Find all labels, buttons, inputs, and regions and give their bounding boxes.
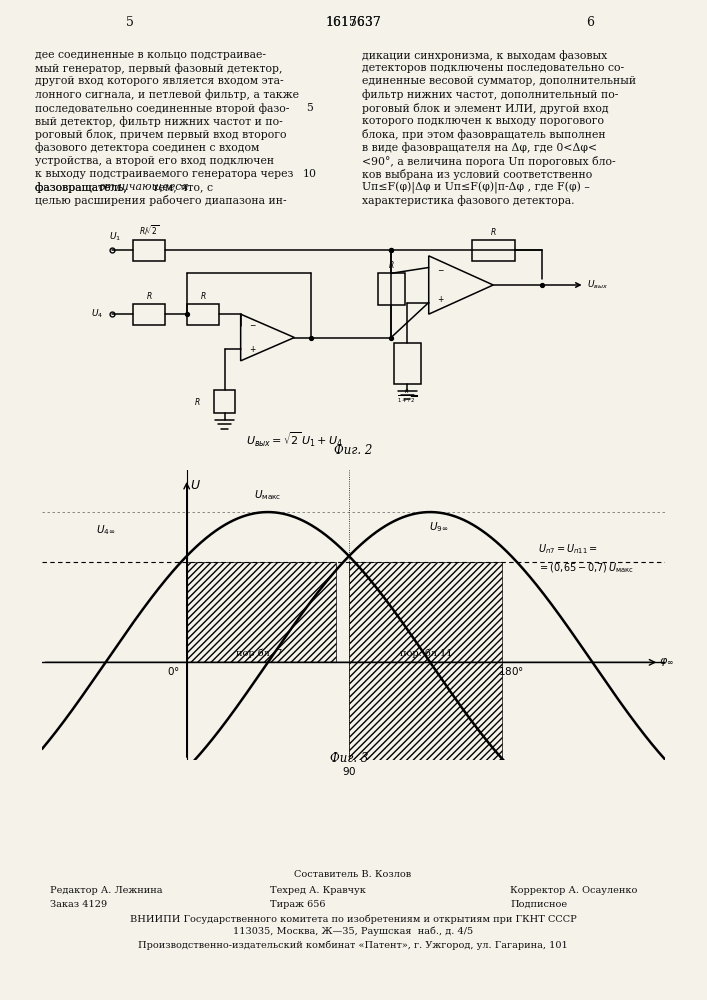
Text: лонного сигнала, и петлевой фильтр, а также: лонного сигнала, и петлевой фильтр, а та…: [35, 90, 299, 100]
Text: которого подключен к выходу порогового: которого подключен к выходу порогового: [362, 116, 604, 126]
Text: другой вход которого является входом эта-: другой вход которого является входом эта…: [35, 76, 284, 86]
Text: $U_{9\infty}$: $U_{9\infty}$: [429, 520, 449, 534]
Text: Заказ 4129: Заказ 4129: [50, 900, 107, 909]
Text: роговый блок и элемент ИЛИ, другой вход: роговый блок и элемент ИЛИ, другой вход: [362, 103, 609, 114]
Text: $R$: $R$: [388, 259, 395, 270]
Text: дикации синхронизма, к выходам фазовых: дикации синхронизма, к выходам фазовых: [362, 50, 607, 61]
Text: дее соединенные в кольцо подстраивае-: дее соединенные в кольцо подстраивае-: [35, 50, 266, 60]
Text: Фиг. 2: Фиг. 2: [334, 444, 373, 457]
Text: устройства, а второй его вход подключен: устройства, а второй его вход подключен: [35, 156, 274, 166]
Text: тем, что, с: тем, что, с: [149, 182, 213, 192]
Text: $180°$: $180°$: [498, 665, 525, 677]
Text: <90°, а величина порога Uп пороговых бло-: <90°, а величина порога Uп пороговых бло…: [362, 156, 616, 167]
Text: $U_4$: $U_4$: [91, 308, 104, 320]
Text: Uп≤F(φ)|Δφ и Uп≤F(φ)|π-Δφ , где F(φ) –: Uп≤F(φ)|Δφ и Uп≤F(φ)|π-Δφ , где F(φ) –: [362, 182, 590, 194]
Text: отличающееся: отличающееся: [98, 182, 189, 192]
Text: 1617637: 1617637: [325, 15, 381, 28]
FancyArrowPatch shape: [544, 283, 580, 287]
Text: фильтр нижних частот, дополнительный по-: фильтр нижних частот, дополнительный по-: [362, 90, 619, 100]
Text: блока, при этом фазовращатель выполнен: блока, при этом фазовращатель выполнен: [362, 129, 606, 140]
Text: 113035, Москва, Ж—35, Раушская  наб., д. 4/5: 113035, Москва, Ж—35, Раушская наб., д. …: [233, 927, 473, 936]
Text: Корректор А. Осауленко: Корректор А. Осауленко: [510, 886, 638, 895]
Text: −: −: [437, 266, 443, 275]
Bar: [378, 273, 404, 305]
Text: фазовращатель,: фазовращатель,: [35, 182, 130, 193]
Text: $R$: $R$: [194, 396, 200, 407]
Text: +: +: [437, 295, 443, 304]
Text: Тираж 656: Тираж 656: [270, 900, 325, 909]
Text: $\frac{R}{1+\sqrt{2}}$: $\frac{R}{1+\sqrt{2}}$: [397, 387, 417, 405]
Bar: [214, 390, 235, 413]
Text: 1617637: 1617637: [325, 15, 381, 28]
Text: $R$: $R$: [490, 226, 496, 237]
Text: целью расширения рабочего диапазона ин-: целью расширения рабочего диапазона ин-: [35, 195, 286, 206]
Text: роговый блок, причем первый вход второго: роговый блок, причем первый вход второго: [35, 129, 286, 140]
Text: фазовращатель, отличающееся: фазовращатель, отличающееся: [35, 182, 227, 193]
Text: $R$: $R$: [200, 290, 206, 301]
Bar: [133, 240, 165, 260]
Bar: [394, 343, 421, 384]
Text: +: +: [249, 345, 255, 354]
Text: $U_1$: $U_1$: [109, 231, 121, 243]
Text: единенные весовой сумматор, дополнительный: единенные весовой сумматор, дополнительн…: [362, 76, 636, 86]
Text: характеристика фазового детектора.: характеристика фазового детектора.: [362, 195, 575, 206]
Text: $U_{п7} = U_{п11} =$: $U_{п7} = U_{п11} =$: [538, 542, 598, 556]
Text: $U_{\text{макс}}$: $U_{\text{макс}}$: [254, 488, 281, 502]
Text: ков выбрана из условий соответственно: ков выбрана из условий соответственно: [362, 169, 592, 180]
Text: $U_{4\infty}$: $U_{4\infty}$: [96, 523, 115, 537]
Text: $= (0{,}65-0{,}7)\,U_{\text{макс}}$: $= (0{,}65-0{,}7)\,U_{\text{макс}}$: [538, 562, 635, 575]
Text: вый детектор, фильтр нижних частот и по-: вый детектор, фильтр нижних частот и по-: [35, 116, 283, 127]
Text: последовательно соединенные второй фазо-: последовательно соединенные второй фазо-: [35, 103, 289, 114]
Bar: [187, 304, 219, 325]
Text: в виде фазовращателя на Δφ, где 0<Δφ<: в виде фазовращателя на Δφ, где 0<Δφ<: [362, 142, 597, 153]
Text: Редактор А. Лежнина: Редактор А. Лежнина: [50, 886, 163, 895]
Text: 5: 5: [126, 15, 134, 28]
Text: $0°$: $0°$: [167, 665, 180, 677]
Text: $U_{вых}$: $U_{вых}$: [588, 279, 608, 291]
Text: $90$: $90$: [341, 765, 356, 777]
Text: ВНИИПИ Государственного комитета по изобретениям и открытиям при ГКНТ СССР: ВНИИПИ Государственного комитета по изоб…: [129, 914, 576, 924]
Text: к выходу подстраиваемого генератора через: к выходу подстраиваемого генератора чере…: [35, 169, 293, 179]
Text: $U$: $U$: [190, 479, 201, 492]
Text: 6: 6: [586, 15, 594, 28]
Text: 5: 5: [349, 15, 357, 28]
Text: Фиг. 3: Фиг. 3: [329, 752, 368, 765]
Text: $R/\!\sqrt{2}$: $R/\!\sqrt{2}$: [139, 224, 159, 237]
Text: Техред А. Кравчук: Техред А. Кравчук: [270, 886, 366, 895]
Text: Составитель В. Козлов: Составитель В. Козлов: [294, 870, 411, 879]
Text: −: −: [249, 321, 255, 330]
Text: 5: 5: [307, 103, 313, 113]
Bar: [472, 240, 515, 260]
Text: фазовращатель,: фазовращатель,: [35, 182, 130, 193]
Text: $U_{вых} = \sqrt{2}\,U_1 + U_4$: $U_{вых} = \sqrt{2}\,U_1 + U_4$: [246, 430, 343, 449]
Text: фазового детектора соединен с входом: фазового детектора соединен с входом: [35, 142, 259, 153]
Text: пор бл. 7: пор бл. 7: [235, 648, 282, 658]
Text: Подписное: Подписное: [510, 900, 567, 909]
Text: мый генератор, первый фазовый детектор,: мый генератор, первый фазовый детектор,: [35, 63, 283, 74]
Text: Производственно-издательский комбинат «Патент», г. Ужгород, ул. Гагарина, 101: Производственно-издательский комбинат «П…: [138, 940, 568, 950]
Bar: [133, 304, 165, 325]
Text: пор. бл.11: пор. бл.11: [400, 648, 452, 658]
Text: $\varphi_{\infty}$: $\varphi_{\infty}$: [659, 656, 674, 668]
Text: 10: 10: [303, 169, 317, 179]
Text: $R$: $R$: [146, 290, 153, 301]
Text: детекторов подключены последовательно со-: детекторов подключены последовательно со…: [362, 63, 624, 73]
